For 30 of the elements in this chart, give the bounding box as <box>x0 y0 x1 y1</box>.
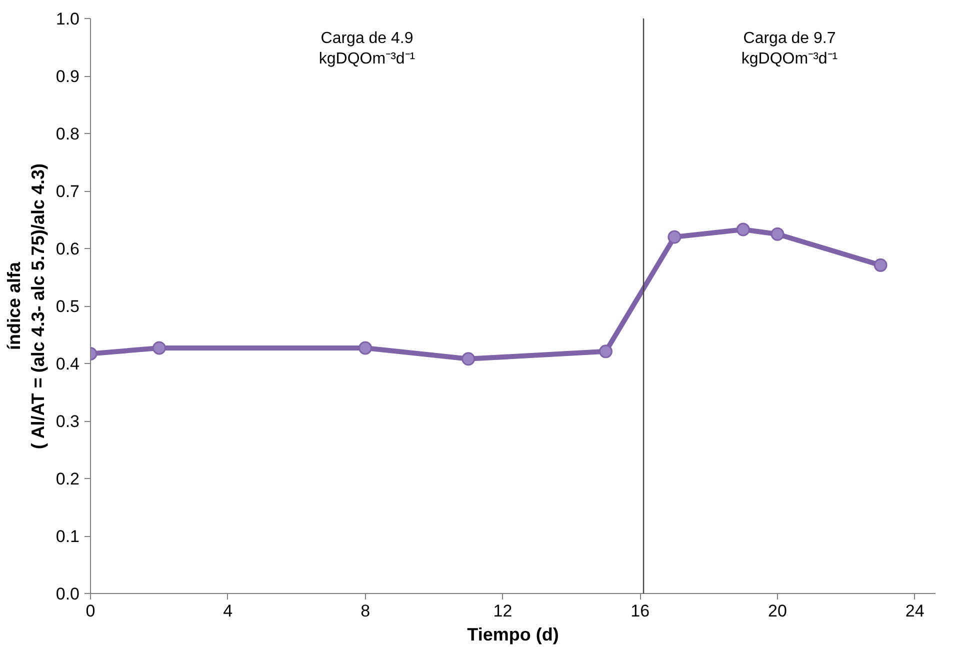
point <box>668 230 682 244</box>
point <box>462 352 476 366</box>
x-tick-label: 24 <box>905 602 924 620</box>
y-tick-label: 0.8 <box>56 124 80 144</box>
x-tick-label: 16 <box>630 602 650 620</box>
y-tick-label: 0.9 <box>56 67 80 86</box>
y-tick-label: 0.0 <box>56 584 80 604</box>
y-tick-label: 0.1 <box>56 527 80 546</box>
point <box>152 341 166 355</box>
point <box>736 222 750 236</box>
y-tick-label: 0.7 <box>56 182 80 201</box>
x-tick-label: 0 <box>86 602 96 620</box>
annotation: Carga de 4.9 kgDQOm⁻³d⁻¹ <box>318 30 416 68</box>
point <box>874 258 888 272</box>
y-tick-label: 0.5 <box>56 297 80 316</box>
point <box>358 341 372 355</box>
point <box>598 344 612 358</box>
x-tick-label: 12 <box>493 602 512 620</box>
annotation: Carga de 9.7 kgDQOm⁻³d⁻¹ <box>741 30 838 68</box>
y-tick-label: 0.4 <box>56 354 80 374</box>
x-tick-label: 8 <box>360 602 370 620</box>
point <box>770 227 784 241</box>
x-tick-label: 4 <box>223 602 233 620</box>
x-axis-title: Tiempo (d) <box>467 624 559 644</box>
y-axis-title: índice alfa ( Al/AT = (alc 4.3- alc 5.75)/alc 4.3) <box>4 164 48 450</box>
y-tick-label: 0.3 <box>56 412 80 431</box>
y-tick-label: 0.6 <box>56 240 80 258</box>
y-tick-label: 0.2 <box>56 470 80 488</box>
y-tick-label: 1.0 <box>56 10 80 28</box>
x-tick-label: 20 <box>768 602 787 620</box>
